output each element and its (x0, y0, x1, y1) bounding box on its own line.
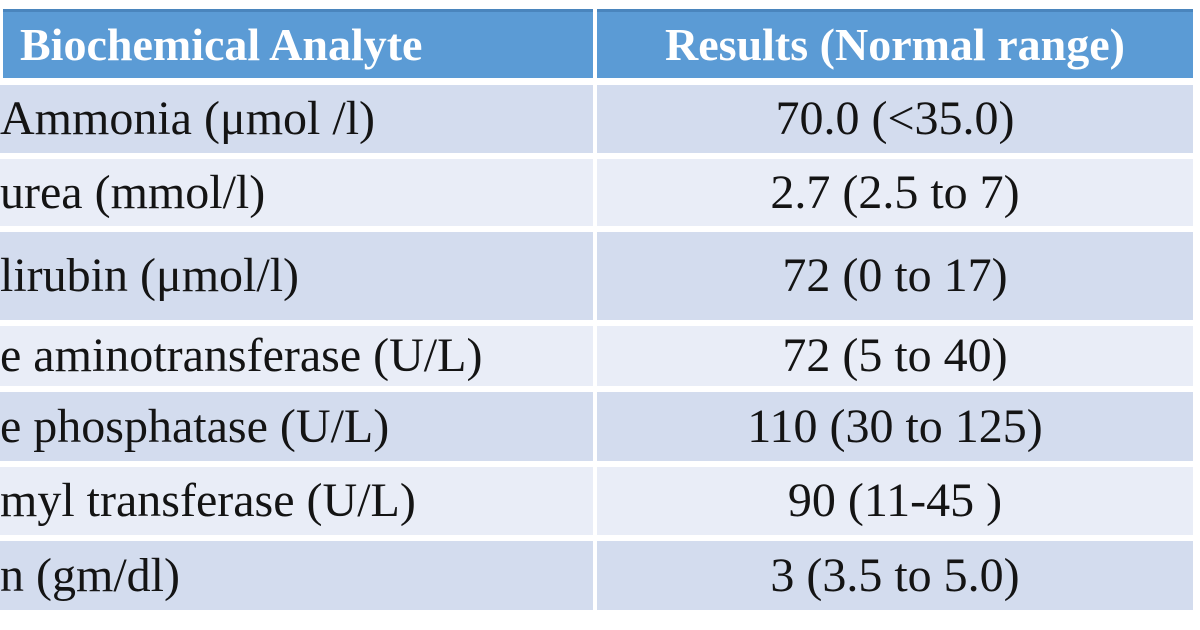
table-row: n (gm/dl) 3 (3.5 to 5.0) (0, 541, 1193, 610)
biochemical-results-table: Biochemical Analyte Results (Normal rang… (0, 9, 1193, 610)
analyte-cell: Ammonia (μmol /l) (0, 85, 593, 153)
result-cell: 3 (3.5 to 5.0) (597, 541, 1193, 610)
table-row: Ammonia (μmol /l) 70.0 (<35.0) (0, 85, 1193, 153)
column-header-analyte: Biochemical Analyte (3, 9, 593, 78)
analyte-cell: lirubin (μmol/l) (0, 232, 593, 320)
table-header-row: Biochemical Analyte Results (Normal rang… (0, 9, 1193, 78)
result-cell: 2.7 (2.5 to 7) (597, 159, 1193, 226)
result-cell: 90 (11-45 ) (597, 467, 1193, 535)
result-cell: 70.0 (<35.0) (597, 85, 1193, 153)
table-row: urea (mmol/l) 2.7 (2.5 to 7) (0, 159, 1193, 226)
table-row: e phosphatase (U/L) 110 (30 to 125) (0, 392, 1193, 461)
analyte-cell: n (gm/dl) (0, 541, 593, 610)
analyte-cell: e aminotransferase (U/L) (0, 326, 593, 386)
analyte-cell: e phosphatase (U/L) (0, 392, 593, 461)
table-row: lirubin (μmol/l) 72 (0 to 17) (0, 232, 1193, 320)
analyte-cell: myl transferase (U/L) (0, 467, 593, 535)
result-cell: 72 (5 to 40) (597, 326, 1193, 386)
table-row: myl transferase (U/L) 90 (11-45 ) (0, 467, 1193, 535)
result-cell: 72 (0 to 17) (597, 232, 1193, 320)
result-cell: 110 (30 to 125) (597, 392, 1193, 461)
column-header-results: Results (Normal range) (597, 9, 1193, 78)
analyte-cell: urea (mmol/l) (0, 159, 593, 226)
table-row: e aminotransferase (U/L) 72 (5 to 40) (0, 326, 1193, 386)
